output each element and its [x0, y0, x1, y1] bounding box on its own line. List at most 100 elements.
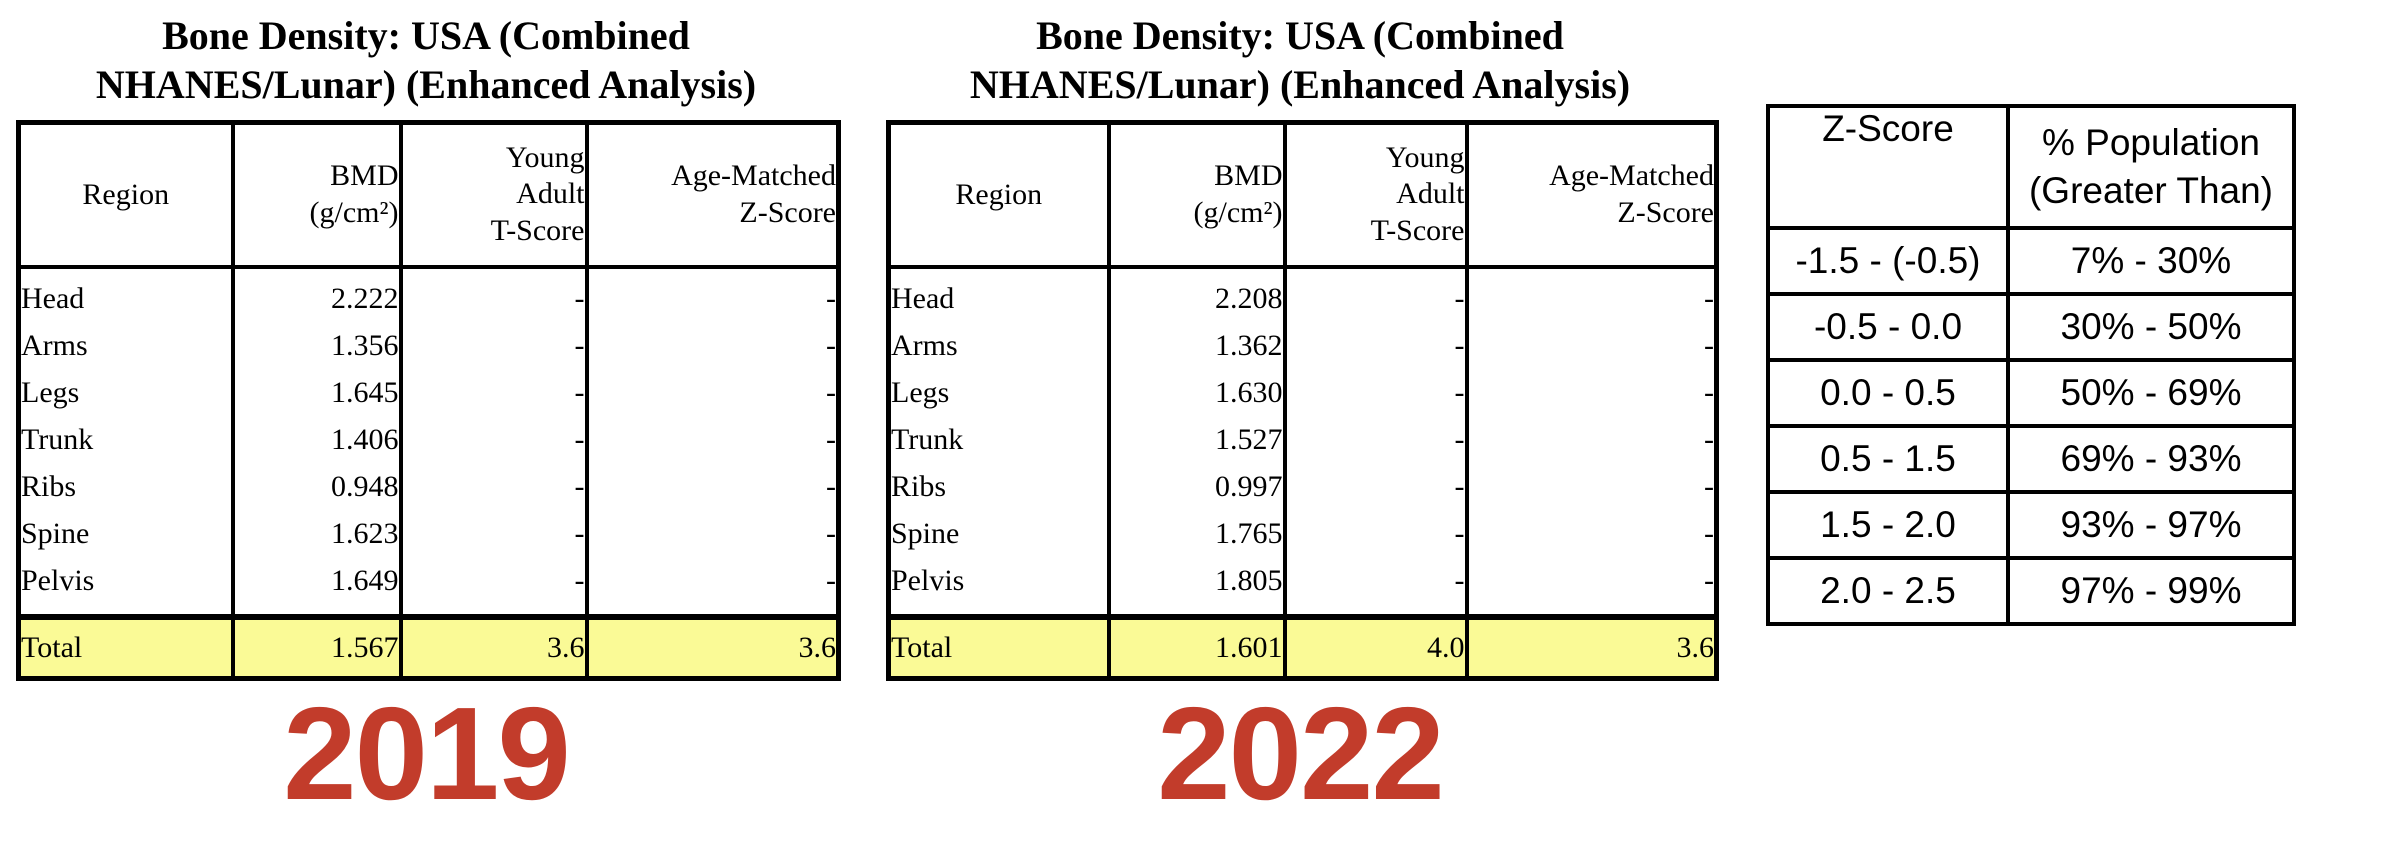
bmd-cell: 1.356 — [230, 322, 401, 370]
table-row: Ribs 0.948 - - — [19, 463, 839, 511]
zscore-range-cell: 1.5 - 2.0 — [1766, 490, 2010, 560]
tscore-cell: - — [1282, 369, 1467, 417]
population-range-cell: 30% - 50% — [2006, 292, 2296, 362]
zscore-range-cell: 0.5 - 1.5 — [1766, 424, 2010, 494]
zscore-cell: - — [1464, 266, 1717, 323]
table-title-2022: Bone Density: USA (Combined NHANES/Lunar… — [969, 13, 1631, 107]
tscore-cell: - — [1282, 266, 1467, 323]
zscore-cell: - — [1464, 510, 1717, 558]
young-adult-tscore-column-header: Young Adult T-Score — [1282, 122, 1467, 269]
zscore-cell: - — [1464, 463, 1717, 511]
bmd-cell: 1.362 — [1106, 322, 1285, 370]
header-row: Region BMD (g/cm²) Young Adult T-Score A… — [888, 122, 1717, 269]
bmd-cell: 0.997 — [1106, 463, 1285, 511]
total-bmd-cell: 1.567 — [230, 613, 401, 679]
table-title-2019: Bone Density: USA (Combined NHANES/Lunar… — [95, 13, 757, 107]
bmd-cell: 2.222 — [230, 266, 401, 323]
table-row: Ribs 0.997 - - — [889, 463, 1717, 511]
region-cell: Legs — [891, 376, 950, 410]
population-column-header: % Population (Greater Than) — [2006, 104, 2296, 230]
population-range-cell: 93% - 97% — [2006, 490, 2296, 560]
total-row: Total 1.601 4.0 3.6 — [888, 613, 1717, 679]
region-column-header: Region — [18, 122, 233, 269]
zscore-cell: - — [584, 322, 839, 370]
zscore-column-header: Z-Score — [1766, 104, 2010, 230]
tscore-cell: - — [1282, 557, 1467, 617]
bmd-cell: 1.649 — [230, 557, 401, 617]
tscore-cell: - — [1282, 416, 1467, 464]
bone-density-table-2019: Region BMD (g/cm²) Young Adult T-Score A… — [16, 119, 841, 681]
total-label-cell: Total — [888, 613, 1109, 679]
region-cell: Spine — [891, 517, 960, 551]
region-cell: Arms — [21, 329, 88, 363]
bmd-column-header: BMD (g/cm²) — [230, 122, 401, 269]
table-row: Pelvis 1.649 - - — [19, 557, 839, 617]
zscore-cell: - — [584, 266, 839, 323]
total-bmd-cell: 1.601 — [1106, 613, 1285, 679]
bmd-cell: 1.527 — [1106, 416, 1285, 464]
region-cell: Pelvis — [891, 564, 965, 598]
zscore-reference-table: Z-Score % Population (Greater Than) -1.5… — [1766, 104, 2296, 626]
total-tscore-cell: 3.6 — [398, 613, 587, 679]
population-range-cell: 97% - 99% — [2006, 556, 2296, 626]
table-row: Legs 1.630 - - — [889, 369, 1717, 417]
bmd-column-header: BMD (g/cm²) — [1106, 122, 1285, 269]
bmd-cell: 0.948 — [230, 463, 401, 511]
zscore-cell: - — [1464, 369, 1717, 417]
total-zscore-cell: 3.6 — [584, 613, 839, 679]
bmd-cell: 1.765 — [1106, 510, 1285, 558]
region-cell: Spine — [21, 517, 90, 551]
age-matched-zscore-column-header: Age-Matched Z-Score — [1464, 122, 1717, 269]
year-label-2022: 2022 — [1157, 679, 1445, 827]
population-range-cell: 69% - 93% — [2006, 424, 2296, 494]
bmd-cell: 1.805 — [1106, 557, 1285, 617]
year-label-2019: 2019 — [283, 679, 571, 827]
zscore-range-cell: -0.5 - 0.0 — [1766, 292, 2010, 362]
region-cell: Trunk — [891, 423, 964, 457]
table-row: 0.5 - 1.5 69% - 93% — [1766, 424, 2296, 494]
tscore-cell: - — [398, 369, 587, 417]
region-cell: Head — [21, 282, 85, 316]
table-row: Arms 1.356 - - — [19, 322, 839, 370]
table-row: Arms 1.362 - - — [889, 322, 1717, 370]
region-cell: Head — [891, 282, 955, 316]
zscore-reference-panel: Z-Score % Population (Greater Than) -1.5… — [1766, 104, 2296, 626]
table-row: Head 2.208 - - — [889, 266, 1717, 323]
region-cell: Arms — [891, 329, 958, 363]
tscore-cell: - — [398, 322, 587, 370]
total-row: Total 1.567 3.6 3.6 — [18, 613, 839, 679]
bone-density-panel-2022: Bone Density: USA (Combined NHANES/Lunar… — [886, 0, 1719, 842]
region-cell: Legs — [21, 376, 80, 410]
tscore-cell: - — [398, 416, 587, 464]
zscore-range-cell: 0.0 - 0.5 — [1766, 358, 2010, 428]
tscore-cell: - — [1282, 510, 1467, 558]
zscore-cell: - — [584, 557, 839, 617]
header-row: Region BMD (g/cm²) Young Adult T-Score A… — [18, 122, 839, 269]
zscore-cell: - — [584, 416, 839, 464]
bone-density-table-2022: Region BMD (g/cm²) Young Adult T-Score A… — [886, 119, 1719, 681]
tscore-cell: - — [1282, 463, 1467, 511]
zscore-cell: - — [584, 369, 839, 417]
region-cell: Ribs — [891, 470, 947, 504]
zscore-range-cell: -1.5 - (-0.5) — [1766, 226, 2010, 296]
zscore-range-cell: 2.0 - 2.5 — [1766, 556, 2010, 626]
zscore-cell: - — [1464, 322, 1717, 370]
table-row: 2.0 - 2.5 97% - 99% — [1766, 556, 2296, 626]
tscore-cell: - — [1282, 322, 1467, 370]
bone-density-panel-2019: Bone Density: USA (Combined NHANES/Lunar… — [16, 0, 841, 842]
age-matched-zscore-column-header: Age-Matched Z-Score — [584, 122, 839, 269]
total-label-cell: Total — [18, 613, 233, 679]
bmd-cell: 1.645 — [230, 369, 401, 417]
zscore-cell: - — [584, 510, 839, 558]
table-row: 0.0 - 0.5 50% - 69% — [1766, 358, 2296, 428]
population-range-cell: 7% - 30% — [2006, 226, 2296, 296]
table-row: Spine 1.623 - - — [19, 510, 839, 558]
region-cell: Trunk — [21, 423, 94, 457]
table-row: -1.5 - (-0.5) 7% - 30% — [1766, 226, 2296, 296]
table-row: Trunk 1.527 - - — [889, 416, 1717, 464]
zscore-cell: - — [1464, 416, 1717, 464]
zscore-cell: - — [584, 463, 839, 511]
tscore-cell: - — [398, 510, 587, 558]
tscore-cell: - — [398, 557, 587, 617]
